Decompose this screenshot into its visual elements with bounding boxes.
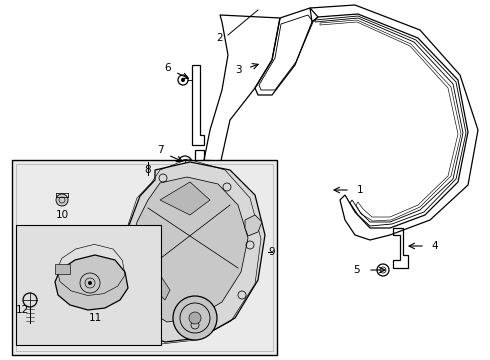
Text: 1: 1 <box>357 185 363 195</box>
Text: 7: 7 <box>157 145 163 155</box>
Text: 9: 9 <box>269 247 275 257</box>
Circle shape <box>189 312 201 324</box>
Polygon shape <box>55 255 128 310</box>
Polygon shape <box>145 240 170 300</box>
Bar <box>16 164 273 351</box>
Polygon shape <box>131 177 248 322</box>
Text: 2: 2 <box>217 33 223 43</box>
Circle shape <box>88 281 92 285</box>
Bar <box>55 264 70 274</box>
Bar <box>16 225 161 345</box>
Text: 5: 5 <box>354 265 360 275</box>
Circle shape <box>173 296 217 340</box>
Circle shape <box>181 78 185 82</box>
Polygon shape <box>160 182 210 215</box>
Text: 11: 11 <box>88 313 101 323</box>
Text: 4: 4 <box>432 241 439 251</box>
Circle shape <box>56 194 68 206</box>
Bar <box>12 160 277 355</box>
Polygon shape <box>245 215 262 236</box>
Text: 12: 12 <box>15 305 28 315</box>
Text: 6: 6 <box>165 63 172 73</box>
Text: 8: 8 <box>145 165 151 175</box>
Polygon shape <box>122 162 265 342</box>
Text: 10: 10 <box>55 210 69 220</box>
Text: 3: 3 <box>235 65 241 75</box>
